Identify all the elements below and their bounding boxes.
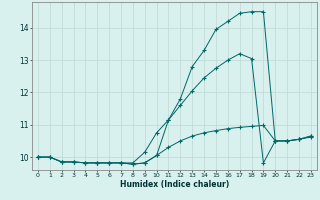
X-axis label: Humidex (Indice chaleur): Humidex (Indice chaleur): [120, 180, 229, 189]
